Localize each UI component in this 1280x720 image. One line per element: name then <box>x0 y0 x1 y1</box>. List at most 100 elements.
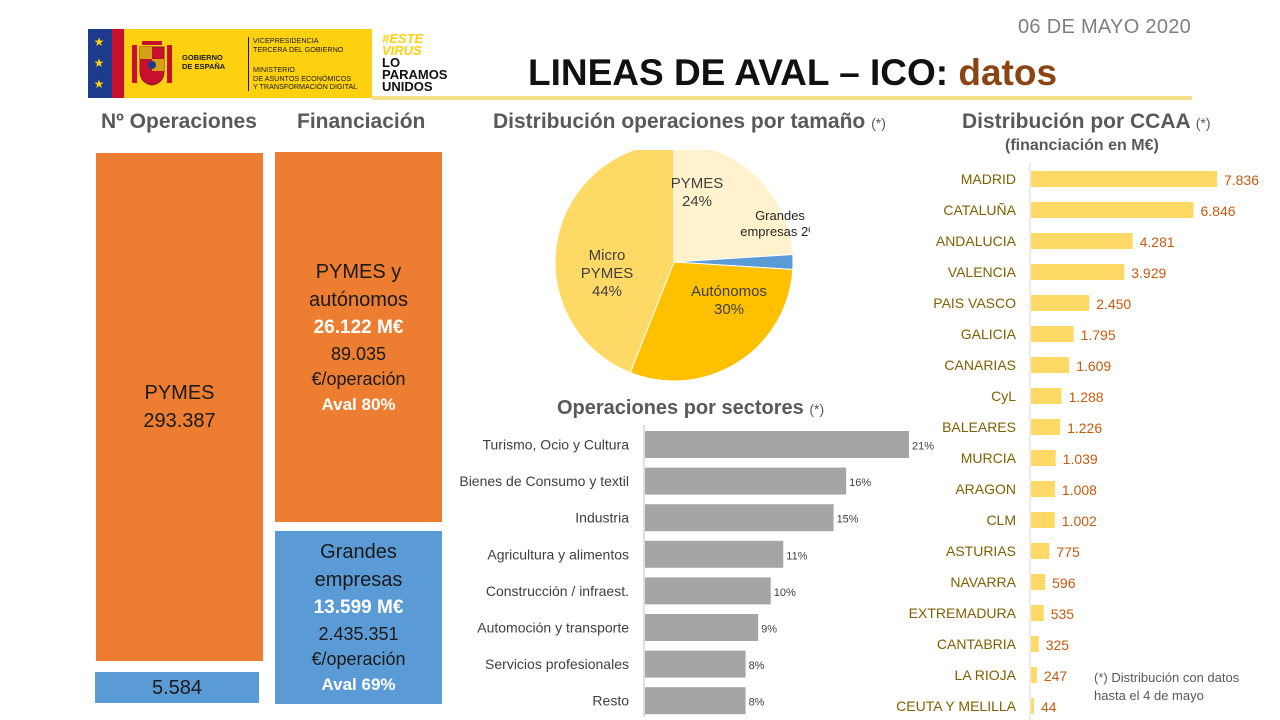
operaciones-grandes-value: 5.584 <box>151 676 203 699</box>
financiacion-grandes-per-op: 2.435.351 <box>318 624 399 644</box>
ccaa-region-label: CyL <box>991 388 1016 404</box>
financiacion-pymes-label2: autónomos <box>309 288 408 311</box>
ccaa-bar <box>1031 326 1074 342</box>
pie-slice-label: Grandes <box>755 208 805 223</box>
financiacion-grandes-per-op-unit: €/operación <box>311 649 406 669</box>
operaciones-grandes-block: 5.584 <box>95 672 259 703</box>
sector-value-label: 21% <box>912 441 934 453</box>
sector-category-label: Turismo, Ocio y Cultura <box>482 437 629 453</box>
sector-value-label: 9% <box>761 624 777 636</box>
header-financiacion: Financiación <box>297 110 426 133</box>
sector-category-label: Industria <box>575 510 629 526</box>
ccaa-value-label: 596 <box>1052 575 1076 591</box>
footnote: (*) Distribución con datos hasta el 4 de… <box>1094 670 1240 703</box>
sector-value-label: 10% <box>774 587 796 599</box>
ccaa-value-label: 247 <box>1044 668 1068 684</box>
sector-bar <box>645 431 909 458</box>
pie-slice-label: PYMES <box>581 265 634 282</box>
financiacion-grandes-label2: empresas <box>314 569 403 591</box>
ccaa-region-label: MADRID <box>961 171 1016 187</box>
ccaa-region-label: EXTREMADURA <box>909 605 1017 621</box>
sector-bar <box>645 467 847 495</box>
ccaa-bar <box>1031 636 1039 652</box>
ccaa-bar <box>1031 171 1217 187</box>
ccaa-region-label: GALICIA <box>961 326 1017 342</box>
sector-value-label: 16% <box>849 477 871 489</box>
financiacion-grandes-label: Grandes <box>320 541 397 563</box>
header-ccaa: Distribución por CCAA (*) <box>962 110 1211 133</box>
campaign-logo: #ESTE VIRUS LO PARAMOS UNIDOS <box>382 31 448 94</box>
ccaa-region-label: CANTABRIA <box>937 636 1017 652</box>
ccaa-value-label: 7.836 <box>1224 172 1259 188</box>
ccaa-region-label: CANARIAS <box>944 357 1016 373</box>
pie-slice-label: Micro <box>589 247 626 264</box>
ccaa-value-label: 1.039 <box>1063 451 1098 467</box>
ccaa-bar <box>1031 233 1133 249</box>
ccaa-bar <box>1031 450 1056 466</box>
pie-slice-label: PYMES <box>671 175 724 192</box>
sector-category-label: Construcción / infraest. <box>486 583 629 599</box>
coat-of-arms-icon <box>132 41 172 86</box>
ccaa-bar <box>1031 388 1062 404</box>
ccaa-value-label: 4.281 <box>1140 234 1175 250</box>
sector-value-label: 15% <box>837 514 859 526</box>
ccaa-region-label: CEUTA Y MELILLA <box>896 698 1016 714</box>
pie-value-label: 44% <box>592 283 622 300</box>
gobierno-text: GOBIERNO DE ESPAÑA <box>182 53 226 71</box>
ccaa-value-label: 3.929 <box>1131 265 1166 281</box>
pie-slice-autónomos <box>629 261 794 382</box>
ccaa-region-label: VALENCIA <box>948 264 1017 280</box>
ccaa-region-label: ASTURIAS <box>946 543 1016 559</box>
ccaa-bar <box>1031 481 1055 497</box>
sector-bar <box>645 650 746 678</box>
financiacion-grandes-block: Grandes empresas 13.599 M€ 2.435.351 €/o… <box>275 531 442 704</box>
ccaa-value-label: 6.846 <box>1201 203 1236 219</box>
ccaa-bar <box>1031 357 1070 373</box>
operaciones-pymes-label: PYMES <box>144 382 215 404</box>
pie-value-label: 30% <box>714 301 744 318</box>
ccaa-bar <box>1031 512 1055 528</box>
eu-flag-icon: ★ ★ ★ <box>88 29 112 98</box>
financiacion-pymes-amount: 26.122 M€ <box>313 316 404 338</box>
financiacion-pymes-label: PYMES y <box>315 260 402 283</box>
ccaa-region-label: LA RIOJA <box>955 667 1017 683</box>
sector-value-label: 11% <box>786 550 807 562</box>
ccaa-bar <box>1031 295 1090 311</box>
sector-bar <box>645 504 834 532</box>
ccaa-value-label: 2.450 <box>1096 296 1131 312</box>
header-ccaa-sub: (financiación en M€) <box>1005 137 1159 154</box>
vicepresidencia-text: VICEPRESIDENCIA TERCERA DEL GOBIERNO <box>253 36 344 54</box>
sector-category-label: Resto <box>592 693 629 709</box>
ccaa-value-label: 1.795 <box>1081 327 1116 343</box>
sector-bar <box>645 577 771 605</box>
ccaa-bar <box>1031 419 1061 435</box>
financiacion-pymes-block: PYMES y autónomos 26.122 M€ 89.035 €/ope… <box>275 152 442 522</box>
ccaa-region-label: CLM <box>986 512 1016 528</box>
ccaa-value-label: 44 <box>1041 699 1057 715</box>
financiacion-pymes-per-op-unit: €/operación <box>311 368 406 389</box>
pie-slice-pymes <box>673 150 794 263</box>
pie-slice-label: Autónomos <box>691 283 767 300</box>
operaciones-pymes-value: 293.387 <box>143 410 216 432</box>
ccaa-value-label: 325 <box>1046 637 1070 653</box>
ccaa-value-label: 1.008 <box>1062 482 1097 498</box>
ccaa-bar <box>1031 574 1046 590</box>
pie-slice-label: empresas 2% <box>740 224 810 239</box>
ccaa-region-label: MURCIA <box>961 450 1017 466</box>
ccaa-bar <box>1031 667 1037 683</box>
header-tamano: Distribución operaciones por tamaño (*) <box>493 110 886 133</box>
ccaa-bar <box>1031 698 1034 714</box>
pie-value-label: 24% <box>682 193 712 210</box>
ccaa-region-label: BALEARES <box>942 419 1016 435</box>
ccaa-value-label: 1.226 <box>1067 420 1102 436</box>
ccaa-bar <box>1031 264 1125 280</box>
sector-bar <box>645 540 784 568</box>
ccaa-value-label: 535 <box>1051 606 1075 622</box>
header-sectores: Operaciones por sectores (*) <box>557 397 825 419</box>
sector-value-label: 8% <box>749 660 765 672</box>
ccaa-bar <box>1031 202 1194 218</box>
sector-category-label: Bienes de Consumo y textil <box>459 473 629 489</box>
ministerio-text: MINISTERIO DE ASUNTOS ECONÓMICOS Y TRANSFO… <box>253 65 358 92</box>
ccaa-value-label: 1.002 <box>1062 513 1097 529</box>
ccaa-value-label: 775 <box>1056 544 1080 560</box>
